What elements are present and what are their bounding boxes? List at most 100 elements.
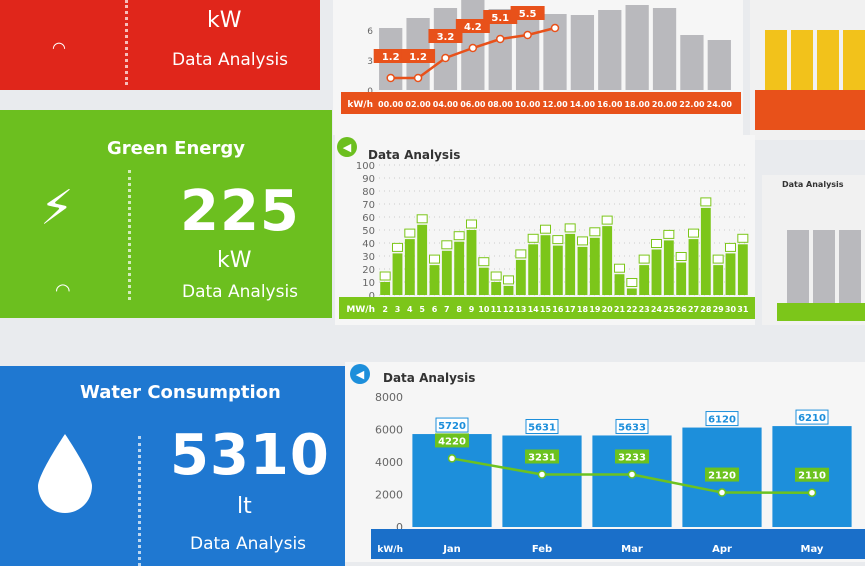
power-subtitle: Data Analysis xyxy=(172,50,289,70)
x-axis-band xyxy=(339,297,755,319)
line-label-box xyxy=(455,19,490,33)
x-tick-label: Jan xyxy=(442,544,461,555)
bar-value-label: 5631 xyxy=(528,422,556,433)
bar xyxy=(570,15,595,90)
x-tick-label: 22 xyxy=(626,305,637,314)
bar xyxy=(725,253,736,295)
back-arrow-icon[interactable]: ◀ xyxy=(350,364,370,384)
back-arrow-icon[interactable]: ◀ xyxy=(337,137,357,157)
green-energy-unit: kW xyxy=(217,248,252,273)
bar-value-label xyxy=(527,233,539,243)
x-tick-label: 31 xyxy=(737,305,749,314)
bar xyxy=(598,10,622,90)
line-label-box xyxy=(510,6,545,20)
x-axis-label: kW/h xyxy=(377,545,403,555)
bar-value-label xyxy=(490,271,502,281)
green-energy-title: Green Energy xyxy=(107,138,245,159)
x-tick-label: 18.00 xyxy=(624,100,650,109)
bar-value-label xyxy=(638,254,650,264)
x-tick-label: 24.00 xyxy=(707,100,733,109)
y-tick-label: 50 xyxy=(362,226,375,237)
x-tick-label: 14 xyxy=(528,305,540,314)
bar xyxy=(651,249,662,295)
green-energy-value: 225 xyxy=(180,179,300,244)
bar xyxy=(552,245,563,295)
x-tick-label: 12.00 xyxy=(542,100,568,109)
bar-value-label: 5720 xyxy=(438,421,466,432)
line-point xyxy=(807,488,817,497)
side-bars xyxy=(787,230,865,305)
bar xyxy=(478,267,489,295)
x-tick-label: 28 xyxy=(700,305,712,314)
bar-value-label xyxy=(503,275,514,285)
x-tick-label: 12 xyxy=(503,305,514,314)
bar-value-label xyxy=(540,224,551,234)
y-tick-label: 70 xyxy=(362,200,375,211)
bar xyxy=(454,241,465,295)
x-tick-label: 20 xyxy=(602,305,614,314)
bar xyxy=(676,262,687,295)
side-chart-card-orange xyxy=(750,0,865,140)
line-label-box xyxy=(401,49,436,63)
line-point xyxy=(468,43,478,53)
line-value-label: 4.2 xyxy=(464,22,482,33)
bar xyxy=(663,240,674,295)
bar xyxy=(515,9,540,90)
bar xyxy=(412,434,492,527)
bar-value-label xyxy=(577,236,588,246)
x-tick-label: 08.00 xyxy=(488,100,514,109)
y-tick-label: 30 xyxy=(362,252,375,263)
x-tick-label: 11 xyxy=(491,305,503,314)
x-tick-label: Apr xyxy=(712,544,732,555)
bar-value-label xyxy=(404,228,416,238)
x-tick-label: 06.00 xyxy=(460,100,486,109)
bar-value-label xyxy=(515,249,527,259)
bar xyxy=(404,239,415,295)
chart-title: Data Analysis xyxy=(383,371,476,385)
bar-value-label xyxy=(614,263,625,273)
side-axis-bar xyxy=(777,303,865,321)
y-tick-label: 8000 xyxy=(375,391,403,404)
bar-value-label xyxy=(564,223,576,233)
x-tick-label: 16 xyxy=(552,305,564,314)
x-tick-label: 02.00 xyxy=(405,100,431,109)
y-tick-label: 6 xyxy=(367,27,373,37)
bar xyxy=(502,435,582,527)
y-tick-label: 100 xyxy=(356,161,375,172)
line-value-label: 3233 xyxy=(618,452,646,463)
x-tick-label: 29 xyxy=(713,305,725,314)
power-chart: 036kW/h00.0002.0004.0006.0008.0010.0012.… xyxy=(341,0,741,114)
x-tick-label: 24 xyxy=(651,305,663,314)
line-point xyxy=(495,34,505,44)
lightning-bolt-icon: ⚡ xyxy=(40,180,74,236)
side-chart-title: Data Analysis xyxy=(782,180,844,189)
bar-label-box xyxy=(615,418,649,434)
line-label-box xyxy=(373,49,408,63)
bar-value-label xyxy=(589,227,601,237)
bar xyxy=(602,226,613,295)
bar-value-label xyxy=(429,254,440,264)
bar-value-label xyxy=(416,214,428,224)
x-tick-label: 3 xyxy=(395,305,401,314)
x-tick-label: 30 xyxy=(725,305,737,314)
x-tick-label: 10 xyxy=(478,305,490,314)
x-tick-label: 25 xyxy=(663,305,675,314)
water-consumption-value: 5310 xyxy=(170,423,330,488)
x-tick-label: 16.00 xyxy=(597,100,623,109)
bar xyxy=(565,233,576,295)
x-tick-label: 4 xyxy=(407,305,413,314)
line-label-box xyxy=(615,449,649,464)
bar-value-label xyxy=(466,219,477,229)
bar-value-label xyxy=(700,197,712,207)
y-tick-label: 60 xyxy=(362,213,375,224)
bar xyxy=(626,288,637,295)
x-tick-label: 15 xyxy=(540,305,552,314)
y-tick-label: 40 xyxy=(362,239,375,250)
line-point xyxy=(441,53,450,63)
x-tick-label: 10.00 xyxy=(515,100,541,109)
water-consumption-subtitle: Data Analysis xyxy=(190,534,307,554)
bar xyxy=(625,5,649,90)
bar-value-label xyxy=(601,215,613,225)
bar xyxy=(589,237,600,295)
line-label-box xyxy=(795,467,829,482)
